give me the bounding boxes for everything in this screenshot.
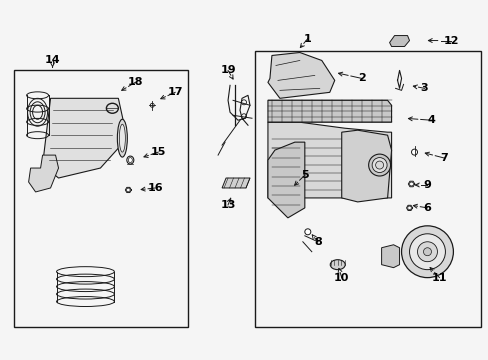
Ellipse shape [329,260,345,270]
Polygon shape [381,245,399,268]
Polygon shape [42,98,125,178]
Circle shape [126,188,130,192]
Text: 2: 2 [357,73,365,84]
Text: 16: 16 [147,183,163,193]
Text: 18: 18 [127,77,143,87]
Polygon shape [222,178,249,188]
Text: 7: 7 [440,153,447,163]
Text: 4: 4 [427,115,434,125]
Text: 10: 10 [333,273,349,283]
Text: 17: 17 [167,87,183,97]
Circle shape [417,242,437,262]
Ellipse shape [371,158,386,172]
Text: 13: 13 [220,200,235,210]
Text: 12: 12 [443,36,458,46]
Ellipse shape [375,161,383,169]
Text: 5: 5 [301,170,308,180]
Ellipse shape [117,119,127,157]
Circle shape [407,206,410,210]
Circle shape [411,149,417,155]
Ellipse shape [126,156,134,164]
Text: 11: 11 [431,273,447,283]
Ellipse shape [368,154,390,176]
Polygon shape [389,36,408,46]
Circle shape [150,103,154,107]
Text: 9: 9 [423,180,430,190]
Text: 1: 1 [304,33,311,44]
Text: 15: 15 [150,147,165,157]
Bar [254,50,480,328]
Bar [14,71,188,328]
Text: 3: 3 [420,84,427,93]
Polygon shape [29,155,59,192]
Circle shape [409,182,412,186]
Text: 6: 6 [423,203,430,213]
Polygon shape [267,122,391,198]
Polygon shape [267,100,391,122]
Ellipse shape [119,124,125,152]
Text: 14: 14 [44,55,60,66]
Circle shape [408,234,445,270]
Polygon shape [267,142,304,218]
Circle shape [304,229,310,235]
Text: 8: 8 [313,237,321,247]
Circle shape [423,248,430,256]
Polygon shape [267,53,334,98]
Text: 19: 19 [220,66,235,76]
Circle shape [401,226,452,278]
Polygon shape [341,130,391,202]
